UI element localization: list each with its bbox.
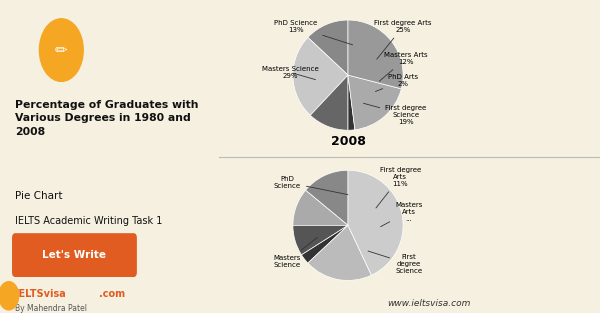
Wedge shape xyxy=(293,225,348,255)
Wedge shape xyxy=(310,75,348,130)
Wedge shape xyxy=(293,190,348,225)
Text: www.ieltsvisa.com: www.ieltsvisa.com xyxy=(387,299,470,308)
Wedge shape xyxy=(293,38,348,115)
Wedge shape xyxy=(308,225,371,280)
Text: Masters
Arts
...: Masters Arts ... xyxy=(380,202,422,227)
Text: By Mahendra Patel: By Mahendra Patel xyxy=(16,304,88,313)
Text: First degree
Science
19%: First degree Science 19% xyxy=(364,103,427,125)
FancyBboxPatch shape xyxy=(12,233,137,277)
Wedge shape xyxy=(348,75,401,130)
Text: IELTS Academic Writing Task 1: IELTS Academic Writing Task 1 xyxy=(16,216,163,226)
Text: Let's Write: Let's Write xyxy=(43,250,106,260)
Text: Percentage of Graduates with
Various Degrees in 1980 and
2008: Percentage of Graduates with Various Deg… xyxy=(16,100,199,136)
Wedge shape xyxy=(348,75,355,130)
Text: First degree Arts
25%: First degree Arts 25% xyxy=(374,20,432,59)
Wedge shape xyxy=(348,170,403,275)
Text: ✏: ✏ xyxy=(55,43,68,58)
Text: Masters Arts
12%: Masters Arts 12% xyxy=(379,52,428,81)
Wedge shape xyxy=(348,20,403,89)
Text: PhD Science
13%: PhD Science 13% xyxy=(274,20,353,45)
Text: Masters Science
29%: Masters Science 29% xyxy=(262,66,319,80)
Circle shape xyxy=(0,282,19,310)
Title: 2008: 2008 xyxy=(331,136,365,148)
Text: PhD
Science: PhD Science xyxy=(274,176,348,195)
Text: First
degree
Science: First degree Science xyxy=(368,251,422,274)
Text: Masters
Science: Masters Science xyxy=(274,238,317,268)
Text: First degree
Arts
11%: First degree Arts 11% xyxy=(376,167,421,208)
Text: PhD Arts
2%: PhD Arts 2% xyxy=(376,74,418,91)
Text: IELTSvisa: IELTSvisa xyxy=(16,289,66,299)
Wedge shape xyxy=(305,170,348,225)
Text: .com: .com xyxy=(98,289,125,299)
Text: Pie Chart: Pie Chart xyxy=(16,191,63,201)
Circle shape xyxy=(40,19,83,81)
Wedge shape xyxy=(308,20,348,75)
Wedge shape xyxy=(301,225,348,263)
